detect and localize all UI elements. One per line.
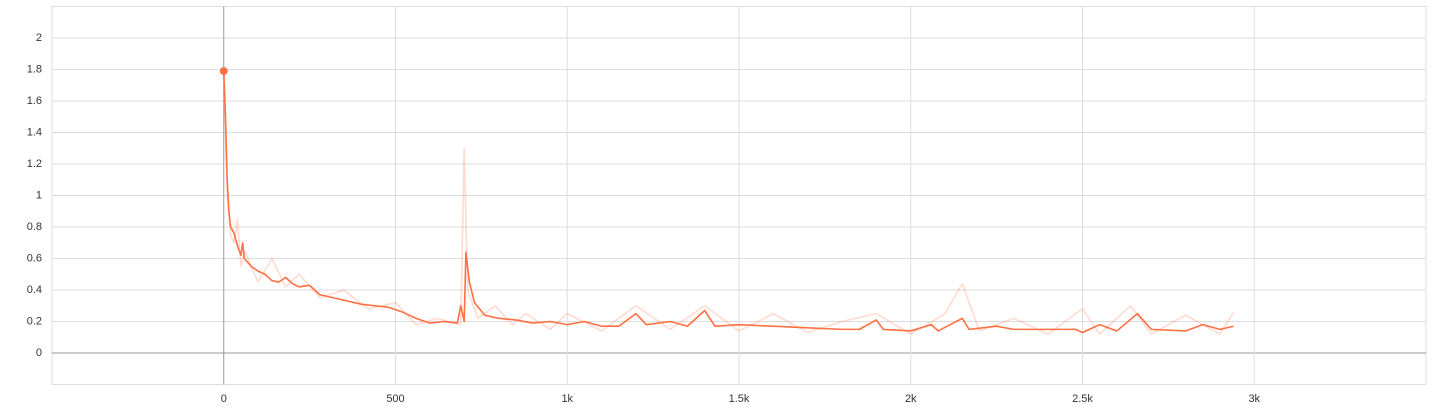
y-tick-label: 1	[36, 189, 42, 201]
y-tick-label: 0.2	[27, 315, 42, 327]
x-tick-label: 500	[386, 393, 404, 405]
y-tick-label: 0.6	[27, 252, 42, 264]
y-tick-label: 2	[36, 32, 42, 44]
x-tick-label: 1k	[561, 393, 573, 405]
y-tick-label: 0.4	[27, 284, 42, 296]
series-line	[222, 71, 1234, 334]
y-tick-label: 1.8	[27, 63, 42, 75]
x-tick-label: 2.5k	[1072, 393, 1093, 405]
y-tick-label: 0	[36, 347, 42, 359]
point-marker	[219, 67, 228, 76]
y-tick-label: 1.2	[27, 158, 42, 170]
x-tick-label: 1.5k	[729, 393, 750, 405]
series-line	[222, 71, 1235, 335]
x-tick-label: 2k	[905, 393, 917, 405]
y-tick-label: 1.6	[27, 95, 42, 107]
y-tick-label: 0.8	[27, 221, 42, 233]
x-tick-label: 0	[221, 393, 227, 405]
x-tick-label: 3k	[1248, 393, 1260, 405]
y-tick-label: 1.4	[27, 126, 42, 138]
